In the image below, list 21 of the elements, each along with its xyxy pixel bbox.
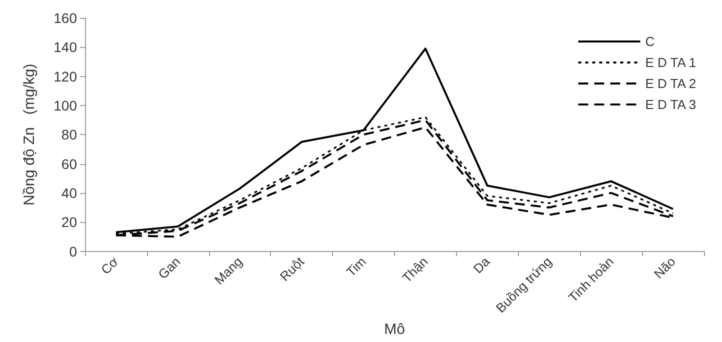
y-tick-label: 100	[54, 97, 78, 114]
y-tick-label: 120	[54, 68, 78, 84]
y-tick-label: 60	[61, 156, 78, 172]
y-tick-label: 20	[61, 214, 78, 230]
x-tick-label: Gan	[155, 254, 184, 282]
y-tick-label: 140	[54, 39, 78, 56]
legend-label: C	[645, 34, 655, 49]
x-tick-label: Da	[470, 253, 494, 276]
legend-label: E D TA 2	[645, 76, 696, 91]
x-tick-label: Tim	[343, 254, 369, 280]
x-tick-label: Cơ	[98, 254, 122, 278]
y-tick-label: 0	[69, 243, 78, 260]
x-tick-label: Thận	[399, 254, 431, 286]
legend-label: E D TA 1	[645, 55, 696, 70]
x-axis-title: Mô	[384, 321, 405, 338]
y-tick-label: 160	[54, 10, 78, 26]
y-axis-title: Nồng độ Zn (mg/kg)	[21, 64, 38, 206]
y-tick-label: 80	[61, 126, 78, 143]
x-tick-label: Não	[650, 254, 678, 282]
y-tick-label: 40	[61, 184, 78, 201]
legend-label: E D TA 3	[645, 97, 696, 112]
